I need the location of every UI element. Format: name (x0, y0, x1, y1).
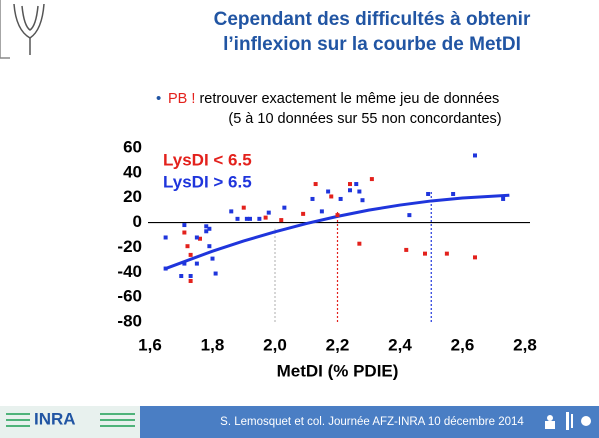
point (182, 261, 187, 266)
point (188, 274, 193, 279)
point (426, 191, 431, 196)
y-tick-label: 60 (123, 137, 142, 156)
point (185, 244, 190, 249)
point (188, 252, 193, 257)
y-tick-label: 20 (123, 187, 142, 206)
footer-logo-area (0, 406, 140, 438)
x-tick-label: 2,6 (451, 335, 475, 354)
point (473, 153, 477, 158)
x-tick-label: 1,6 (138, 335, 162, 354)
point (501, 196, 506, 201)
footer-text: S. Lemosquet et col. Journée AFZ-INRA 10… (220, 416, 524, 428)
point (194, 261, 199, 266)
footer-logo: INRA (34, 409, 76, 428)
footer-lines (6, 413, 135, 427)
point (348, 182, 352, 187)
point (163, 266, 168, 271)
footer-icons (545, 412, 591, 430)
bullet-text: PB ! retrouver exactement le même jeu de… (168, 91, 499, 107)
point (266, 210, 271, 215)
point (235, 216, 240, 221)
point (244, 216, 249, 221)
legend-entry: LysDI < 6.5 (163, 150, 252, 169)
point (282, 205, 287, 210)
point (279, 218, 284, 223)
point (423, 251, 427, 256)
chart: 60 40 20 0 -20 -40 -60 -80 1,6 1,8 2,0 2,2 2,4 2,6 2,8… (117, 137, 536, 380)
x-tick-label: 1,8 (201, 335, 225, 354)
x-tick-label: 2,0 (263, 335, 287, 354)
bullet-highlight: PB ! (168, 91, 195, 107)
point (241, 205, 246, 210)
x-tick-label: 2,4 (388, 335, 412, 354)
point (326, 189, 331, 194)
bullet-mark: • (156, 90, 161, 107)
y-tick-label: -60 (117, 287, 142, 306)
point (357, 241, 362, 246)
point (444, 251, 449, 256)
slide-title: Cependant des difficultés à obtenir (214, 9, 531, 30)
point (319, 209, 324, 214)
top-logo (0, 0, 45, 59)
point (188, 278, 193, 283)
point (207, 226, 212, 231)
point (194, 235, 199, 240)
y-tick-label: -80 (117, 311, 142, 330)
point (360, 198, 365, 203)
x-tick-label: 2,8 (513, 335, 537, 354)
point (210, 256, 215, 261)
bullet-body: retrouver exactement le même jeu de donn… (199, 91, 499, 107)
point (207, 244, 212, 249)
point (204, 229, 209, 234)
slide-title: l’inflexion sur la courbe de MetDI (223, 34, 521, 55)
point (229, 209, 234, 214)
point (163, 235, 168, 240)
point (248, 216, 252, 221)
point (198, 236, 202, 241)
y-tick-label: -20 (117, 237, 142, 256)
point (204, 224, 209, 229)
point (182, 230, 187, 235)
point (329, 194, 334, 199)
point (473, 255, 477, 260)
point (354, 182, 359, 187)
x-tick-label: 2,2 (326, 335, 350, 354)
point (313, 182, 318, 187)
point (213, 271, 218, 276)
legend-entry: LysDI > 6.5 (163, 172, 252, 191)
point (407, 213, 412, 218)
y-tick-label: -40 (117, 262, 142, 281)
point (338, 196, 343, 201)
point (263, 215, 268, 220)
y-tick-label: 0 (133, 212, 142, 231)
point (348, 188, 352, 193)
point (369, 177, 374, 182)
point (257, 216, 262, 221)
point (335, 213, 340, 218)
point (357, 189, 362, 194)
point (310, 196, 315, 201)
bullet-subtext: (5 à 10 données sur 55 non concordantes) (228, 111, 501, 127)
point (301, 211, 306, 216)
x-axis-label: MetDI (% PDIE) (277, 361, 399, 380)
point (182, 223, 187, 228)
y-tick-label: 40 (123, 162, 142, 181)
point (179, 274, 184, 279)
point (404, 247, 409, 252)
point (451, 191, 456, 196)
